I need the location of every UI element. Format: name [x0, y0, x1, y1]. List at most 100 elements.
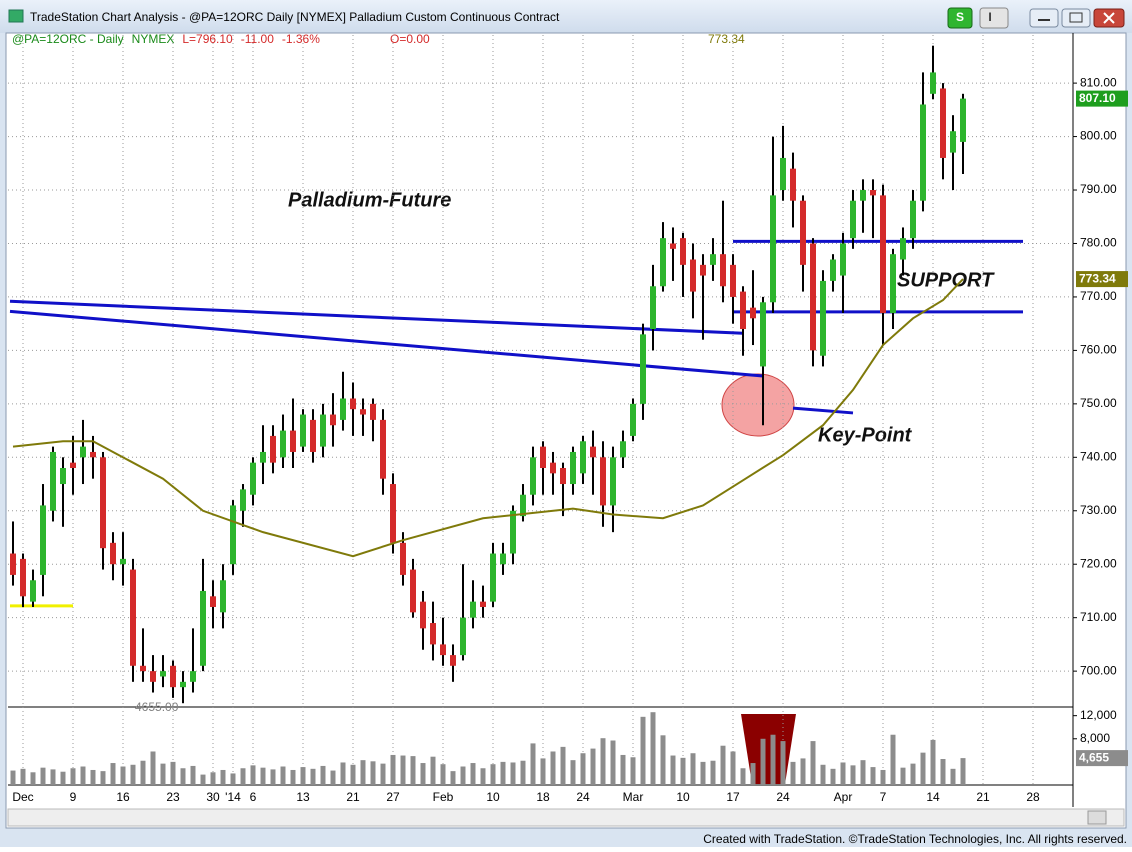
volume-bar: [60, 771, 66, 785]
volume-bar: [30, 772, 36, 785]
trendline: [9, 309, 764, 378]
candle-body: [70, 462, 76, 468]
indicator-button-label[interactable]: I: [988, 10, 991, 24]
volume-bar: [600, 738, 606, 785]
minimize-button[interactable]: [1029, 8, 1059, 28]
strategy-button-label[interactable]: S: [956, 10, 964, 24]
scroll-thumb[interactable]: [1087, 810, 1107, 825]
volume-bar: [540, 758, 546, 785]
volume-bar: [750, 763, 756, 785]
x-tick-label: 10: [486, 790, 500, 804]
candle-body: [10, 553, 16, 575]
volume-bar: [960, 758, 966, 785]
candle-body: [540, 446, 546, 468]
volume-bar: [730, 751, 736, 785]
candle-body: [410, 569, 416, 613]
candle-body: [700, 264, 706, 276]
volume-bar: [840, 762, 846, 785]
moving-average: [12, 278, 964, 558]
indicator-button[interactable]: [979, 7, 1009, 29]
volume-bar: [850, 765, 856, 785]
candle-body: [250, 462, 256, 495]
volume-bar: [520, 760, 526, 785]
volume-bar: [190, 765, 196, 785]
y-tick-label: 700.00: [1080, 663, 1117, 677]
volume-bar: [620, 754, 626, 785]
volume-bar: [350, 764, 356, 785]
volume-bar: [860, 760, 866, 785]
candle-body: [380, 419, 386, 479]
candle-body: [940, 88, 946, 158]
candle-body: [710, 254, 716, 265]
candle-body: [80, 446, 86, 458]
candle-body: [810, 243, 816, 351]
trendline: [9, 299, 744, 335]
candle-body: [300, 414, 306, 447]
x-tick-label: 6: [250, 790, 257, 804]
volume-bar: [40, 767, 46, 785]
candle-body: [360, 409, 366, 415]
volume-bar: [240, 768, 246, 785]
x-tick-label: 7: [880, 790, 887, 804]
app-icon: [8, 9, 24, 23]
volume-bar: [550, 751, 556, 785]
candle-body: [30, 580, 36, 602]
change-pct: -1.36%: [282, 32, 320, 46]
candle-body: [650, 286, 656, 330]
volume-bar: [880, 769, 886, 785]
candle-body: [240, 489, 246, 511]
candle-body: [260, 451, 266, 463]
volume-bar: [630, 757, 636, 785]
x-tick-label: 21: [976, 790, 990, 804]
trendline: [792, 406, 854, 415]
candle-body: [490, 553, 496, 602]
y-tick-label: 780.00: [1080, 236, 1117, 250]
volume-bar: [910, 763, 916, 785]
volume-bar: [700, 761, 706, 785]
candle-body: [420, 601, 426, 629]
volume-bar: [80, 766, 86, 785]
y-tick-label: 730.00: [1080, 503, 1117, 517]
volume-bar: [820, 764, 826, 785]
scrollbar[interactable]: [7, 808, 1125, 827]
y-tick-label: 760.00: [1080, 343, 1117, 357]
candle-body: [680, 238, 686, 265]
candle-body: [740, 291, 746, 330]
volume-bar: [440, 764, 446, 785]
volume-bar: [380, 763, 386, 785]
candle-body: [610, 457, 616, 506]
strategy-button[interactable]: [947, 7, 973, 29]
close-icon: [1103, 12, 1115, 24]
candle-body: [890, 254, 896, 313]
candle-body: [140, 665, 146, 672]
candle-body: [500, 553, 506, 565]
volume-tick-label: 8,000: [1080, 731, 1110, 745]
x-tick-label: Apr: [834, 790, 853, 804]
x-tick-label: 23: [166, 790, 180, 804]
title-bar: [0, 0, 1132, 33]
candle-body: [670, 243, 676, 249]
volume-bar: [470, 763, 476, 785]
restore-button[interactable]: [1061, 8, 1091, 28]
annotation-title: Palladium-Future: [288, 189, 451, 211]
volume-bar: [110, 763, 116, 785]
candle-body: [960, 98, 966, 142]
candle-body: [450, 655, 456, 666]
x-tick-label: 28: [1026, 790, 1040, 804]
x-tick-label: 30: [206, 790, 220, 804]
volume-bar: [200, 774, 206, 785]
y-tick-label: 750.00: [1080, 396, 1117, 410]
window-title: TradeStation Chart Analysis - @PA=12ORC …: [30, 10, 560, 24]
ma-value: 773.34: [708, 32, 745, 46]
volume-tick-label: 12,000: [1080, 708, 1117, 722]
volume-bar: [890, 734, 896, 785]
candle-body: [560, 467, 566, 485]
volume-bar: [640, 716, 646, 785]
volume-bar: [510, 762, 516, 785]
volume-bar: [160, 763, 166, 785]
volume-bar: [180, 768, 186, 785]
volume-last-label: 4,655: [1079, 750, 1109, 764]
last-price: L=796.10: [182, 32, 233, 46]
x-tick-label: 24: [576, 790, 590, 804]
candle-body: [930, 72, 936, 94]
